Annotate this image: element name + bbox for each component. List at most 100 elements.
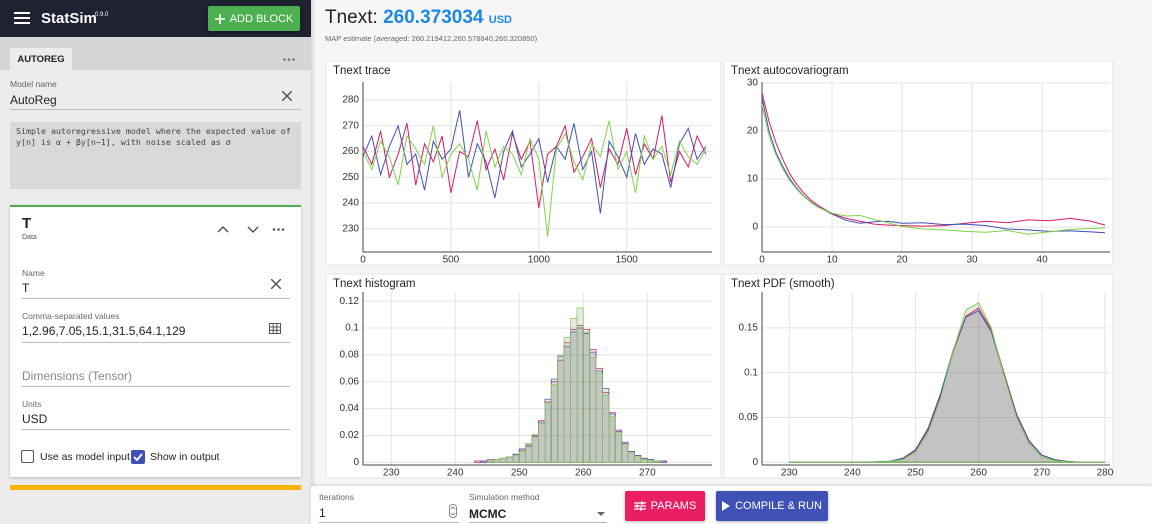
x-tick-label: 20 <box>896 255 908 266</box>
y-tick-label: 0.08 <box>340 350 360 361</box>
y-tick-label: 0.1 <box>345 323 359 334</box>
description[interactable]: Simple autoregressive model where the ex… <box>10 122 301 189</box>
histogram-bar <box>595 373 603 463</box>
checkbox-checked[interactable] <box>131 450 145 464</box>
field-value[interactable]: USD <box>22 412 48 426</box>
histogram-bar <box>493 459 501 463</box>
field-value[interactable]: 1 <box>319 506 326 520</box>
result-unit: USD <box>488 14 512 26</box>
plot-area <box>362 110 707 237</box>
result-title: Tnext: 260.373034 USD <box>325 7 512 29</box>
histogram-bar <box>538 423 546 463</box>
chart-panel <box>325 273 722 479</box>
field-label: Units <box>22 399 42 409</box>
field-label: Model name <box>10 79 57 89</box>
subtitle: MAP estimate (averaged: 260.219412,260.5… <box>325 34 538 43</box>
button-label: COMPILE & RUN <box>735 500 822 512</box>
y-tick-label: 270 <box>342 120 359 131</box>
series-line <box>362 110 707 214</box>
field-value[interactable]: AutoReg <box>10 93 57 107</box>
histogram-bar <box>634 456 642 463</box>
histogram-bar <box>480 460 488 463</box>
block-controls[interactable] <box>217 225 287 234</box>
x-tick-label: 270 <box>1033 468 1050 479</box>
checkbox[interactable] <box>21 450 34 463</box>
table-icon[interactable] <box>269 323 281 334</box>
next-block-edge <box>10 485 301 490</box>
histogram-bar <box>506 456 514 463</box>
y-tick-label: 280 <box>342 95 359 106</box>
clear-icon[interactable] <box>271 279 281 289</box>
histogram-bar <box>582 331 591 463</box>
field-value[interactable]: 1,2.96,7.05,15.1,31.5,64.1,129 <box>22 324 186 338</box>
y-tick-label: 0.02 <box>340 430 360 441</box>
y-tick-label: 0 <box>353 457 359 468</box>
add-block-button[interactable]: ADD BLOCK <box>208 6 300 31</box>
histogram-bar <box>518 451 527 463</box>
x-tick-label: 1500 <box>616 255 639 266</box>
spinner-icon[interactable] <box>449 504 457 518</box>
y-tick-label: 20 <box>747 126 759 137</box>
series-line <box>362 115 707 209</box>
select-value[interactable]: MCMC <box>469 507 507 521</box>
play-icon <box>722 501 731 511</box>
tune-icon <box>633 501 646 511</box>
clear-icon[interactable] <box>282 91 292 101</box>
underline <box>22 298 290 299</box>
underline <box>10 109 301 110</box>
x-tick-label: 1000 <box>528 255 551 266</box>
x-tick-label: 230 <box>781 468 798 479</box>
checkbox-label: Use as model input <box>40 451 130 463</box>
y-tick-label: 250 <box>342 172 359 183</box>
field-label: Iterations <box>319 492 354 502</box>
x-tick-label: 250 <box>511 468 528 479</box>
field-placeholder[interactable]: Dimensions (Tensor) <box>22 369 133 383</box>
y-tick-label: 240 <box>342 198 359 209</box>
more-icon[interactable] <box>283 58 295 61</box>
button-label: ADD BLOCK <box>229 12 294 25</box>
y-tick-label: 30 <box>747 78 759 89</box>
x-tick-label: 40 <box>1037 255 1049 266</box>
dropdown-caret[interactable] <box>597 512 605 517</box>
underline <box>22 429 290 430</box>
sidebar: StatSim 0.9.0 ADD BLOCK AUTOREG Model na… <box>0 0 311 524</box>
x-tick-label: 240 <box>844 468 861 479</box>
tab[interactable]: AUTOREG <box>10 48 72 70</box>
chart-title: Tnext trace <box>333 65 391 77</box>
x-tick-label: 230 <box>383 468 400 479</box>
chart-panel <box>723 60 1114 266</box>
histogram-bar <box>570 318 578 463</box>
underline <box>22 342 290 343</box>
x-tick-label: 10 <box>826 255 838 266</box>
chart-title: Tnext autocovariogram <box>731 65 849 77</box>
y-tick-label: 0.12 <box>340 296 360 307</box>
menu-icon[interactable] <box>14 11 30 25</box>
block-card <box>10 205 301 477</box>
histogram-bar <box>563 337 571 463</box>
histogram-bar <box>608 416 616 463</box>
series-line <box>761 97 1106 234</box>
app-name: StatSim <box>41 10 97 27</box>
y-tick-label: 260 <box>342 146 359 157</box>
histogram-bar <box>531 433 539 463</box>
x-tick-label: 30 <box>966 255 978 266</box>
run-button[interactable]: COMPILE & RUN <box>716 491 828 521</box>
chart-title: Tnext PDF (smooth) <box>731 278 835 290</box>
histogram-bar <box>653 460 661 463</box>
block-name: T <box>22 215 32 232</box>
y-tick-label: 230 <box>342 223 359 234</box>
histogram-bar <box>544 402 552 463</box>
params-button[interactable]: PARAMS <box>625 491 705 521</box>
histogram-bar <box>659 460 667 463</box>
field-value[interactable]: T <box>22 281 30 295</box>
plot-area <box>474 307 667 463</box>
checkbox-label: Show in output <box>150 451 220 463</box>
y-tick-label: 0.06 <box>340 376 360 387</box>
histogram-bar <box>486 460 494 463</box>
histogram-bar <box>602 394 610 463</box>
y-tick-label: 0 <box>752 457 758 468</box>
plot-area <box>789 302 1105 463</box>
y-tick-label: 0 <box>752 222 758 233</box>
